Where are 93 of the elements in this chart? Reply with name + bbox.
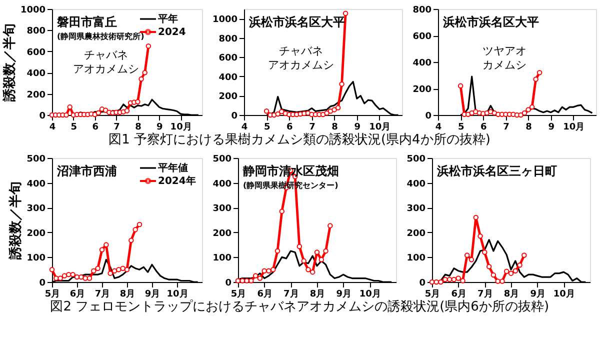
annotation: アオカメムシ	[268, 58, 334, 72]
y-tick-label: 400	[218, 72, 238, 83]
y-tick-label: 400	[212, 179, 232, 190]
x-tick-label: 8月	[120, 288, 136, 300]
y-tick-label: 600	[26, 48, 46, 58]
x-tick-label: 5月	[424, 288, 440, 300]
y-tick-label: 500	[212, 154, 232, 164]
x-tick-label: 5	[264, 122, 270, 132]
x-tick-label: 10月	[369, 122, 391, 132]
caption: 図2 フェロモントラップにおけるチャバネアオカメムシの誘殺状況(県内6か所の抜粋)	[50, 300, 550, 314]
x-tick-label: 9	[548, 122, 554, 132]
legend-label: 平年値	[157, 162, 188, 174]
y-tick-label: 500	[26, 154, 46, 164]
y-tick-label: 300	[406, 204, 426, 214]
text: (静岡県農林技術研究所)	[57, 32, 144, 41]
x-tick-label: 7月	[284, 288, 299, 300]
x-tick-label: 5月	[44, 288, 60, 300]
y-tick-label: 0	[425, 112, 432, 122]
text: 浜松市浜名区大平	[442, 15, 539, 29]
x-tick-label: 8月	[504, 288, 520, 300]
y-tick-label: 0	[225, 278, 232, 288]
y-tick-label: 0	[39, 112, 46, 122]
x-tick-label: 9月	[336, 288, 352, 300]
y-tick-label: 200	[212, 228, 232, 239]
text: 浜松市浜名区三ヶ日町	[436, 164, 557, 178]
x-tick-label: 6	[286, 122, 293, 132]
x-tick-label: 7月	[94, 288, 110, 300]
y-tick-label: 800	[412, 6, 432, 16]
x-tick-label: 8	[135, 122, 142, 132]
annotation: カメムシ	[482, 58, 526, 72]
x-tick-label: 8	[526, 122, 532, 132]
y-axis-title: 誘殺数／半旬	[8, 182, 24, 260]
y-tick-label: 100	[212, 254, 232, 264]
y-tick-label: 0	[419, 278, 426, 288]
annotation: チャバネ	[84, 48, 128, 62]
y-axis-title: 誘殺数／半旬	[1, 24, 18, 102]
y-tick-label: 400	[406, 179, 426, 190]
y-tick-label: 1000	[212, 15, 238, 26]
x-tick-label: 9	[354, 122, 360, 132]
legend-label: 平年	[157, 13, 178, 25]
x-tick-label: 9月	[144, 288, 160, 300]
y-tick-label: 300	[26, 204, 46, 214]
x-tick-label: 7	[309, 122, 316, 132]
x-tick-label: 6月	[257, 288, 272, 300]
x-tick-label: 10月	[359, 288, 381, 300]
annotation: ツヤアオ	[482, 44, 526, 58]
x-tick-label: 10月	[166, 288, 188, 300]
y-tick-label: 400	[26, 69, 46, 80]
x-tick-label: 6月	[70, 288, 86, 300]
x-tick-label: 9	[156, 122, 163, 132]
x-tick-label: 10月	[170, 122, 192, 132]
y-tick-label: 400	[412, 58, 432, 68]
y-tick-label: 200	[218, 92, 238, 102]
legend-label: 2024	[158, 27, 186, 38]
y-tick-label: 600	[412, 32, 432, 42]
annotation: アオカメムシ	[73, 62, 139, 76]
caption: 図1 予察灯における果樹カメムシ類の誘殺状況(県内4か所の抜粋)	[108, 132, 490, 148]
x-tick-label: 4	[49, 122, 56, 132]
y-tick-label: 200	[26, 90, 46, 100]
y-tick-label: 200	[26, 228, 46, 239]
x-tick-label: 6	[480, 122, 487, 132]
y-tick-label: 200	[406, 228, 426, 239]
y-tick-label: 800	[26, 26, 46, 37]
text: 磐田市富丘	[56, 15, 117, 29]
x-tick-label: 7	[503, 122, 510, 132]
x-tick-label: 5月	[230, 288, 246, 300]
x-tick-label: 9月	[530, 288, 546, 300]
y-tick-label: 400	[26, 179, 46, 190]
y-tick-label: 100	[406, 254, 426, 264]
y-tick-label: 300	[212, 204, 232, 214]
y-tick-label: 0	[39, 278, 46, 288]
x-tick-label: 7月	[478, 288, 493, 300]
y-tick-label: 600	[218, 54, 238, 64]
text: 沼津市西浦	[56, 164, 117, 178]
x-tick-label: 6	[92, 122, 98, 132]
x-tick-label: 5	[70, 122, 78, 132]
x-tick-label: 7	[114, 122, 120, 132]
x-tick-label: 10月	[563, 122, 585, 132]
legend-label: 2024年	[158, 175, 196, 187]
y-tick-label: 1000	[20, 6, 46, 16]
x-tick-label: 8月	[310, 288, 326, 300]
y-tick-label: 500	[406, 154, 426, 164]
x-tick-label: 8	[332, 122, 338, 132]
y-tick-label: 800	[218, 34, 238, 44]
x-tick-label: 10月	[553, 288, 575, 300]
y-tick-label: 100	[26, 254, 46, 264]
y-tick-label: 0	[231, 112, 238, 122]
x-tick-label: 4	[435, 122, 442, 132]
x-tick-label: 4	[241, 122, 248, 132]
x-tick-label: 6月	[451, 288, 466, 300]
x-tick-label: 5	[458, 122, 464, 132]
y-tick-label: 200	[412, 85, 432, 95]
annotation: チャバネ	[278, 44, 323, 58]
